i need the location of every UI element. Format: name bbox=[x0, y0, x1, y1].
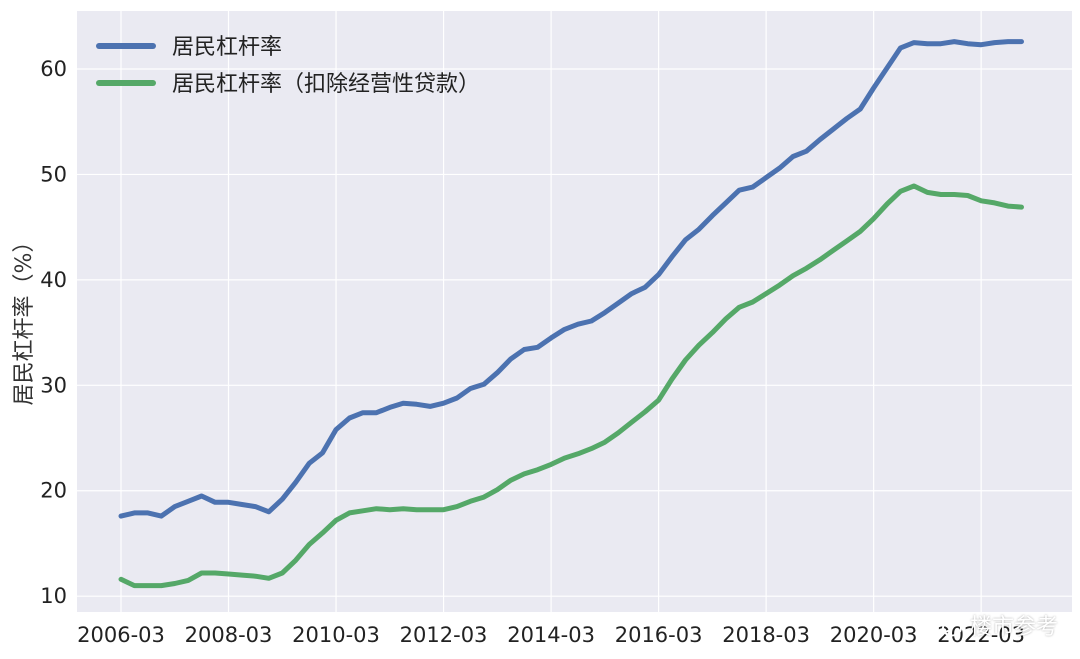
x-tick-label: 2020-03 bbox=[830, 623, 918, 647]
plot-area bbox=[77, 11, 1072, 612]
series-lines bbox=[118, 39, 1024, 589]
series-line-blue bbox=[118, 39, 1024, 519]
y-tick-label: 40 bbox=[40, 268, 67, 292]
legend: 居民杠杆率 居民杠杆率（扣除经营性贷款） bbox=[96, 35, 480, 97]
x-tick-label: 2006-03 bbox=[77, 623, 165, 647]
x-tick-label: 2016-03 bbox=[615, 623, 703, 647]
grid bbox=[77, 11, 1072, 612]
x-tick-label: 2018-03 bbox=[722, 623, 810, 647]
series-line-green bbox=[118, 183, 1024, 589]
y-tick-label: 60 bbox=[40, 57, 67, 81]
legend-label-blue: 居民杠杆率 bbox=[172, 35, 282, 60]
y-tick-label: 30 bbox=[40, 373, 67, 397]
wechat-logo-icon bbox=[930, 613, 962, 637]
x-tick-label: 2012-03 bbox=[400, 623, 488, 647]
x-axis-ticks: 2006-03 2008-03 2010-03 2012-03 2014-03 2016-… bbox=[77, 623, 1025, 647]
y-tick-label: 50 bbox=[40, 162, 67, 186]
legend-label-green: 居民杠杆率（扣除经营性贷款） bbox=[172, 72, 480, 97]
x-tick-label: 2008-03 bbox=[185, 623, 273, 647]
y-tick-label: 20 bbox=[40, 479, 67, 503]
y-tick-label: 10 bbox=[40, 584, 67, 608]
x-tick-label: 2010-03 bbox=[292, 623, 380, 647]
y-axis-label: 居民杠杆率（%） bbox=[12, 231, 37, 406]
watermark-text: 楼市参考 bbox=[969, 615, 1058, 640]
y-axis-ticks: 10 20 30 40 50 60 bbox=[40, 57, 67, 608]
x-tick-label: 2014-03 bbox=[507, 623, 595, 647]
watermark: 楼市参考 bbox=[930, 609, 1058, 641]
